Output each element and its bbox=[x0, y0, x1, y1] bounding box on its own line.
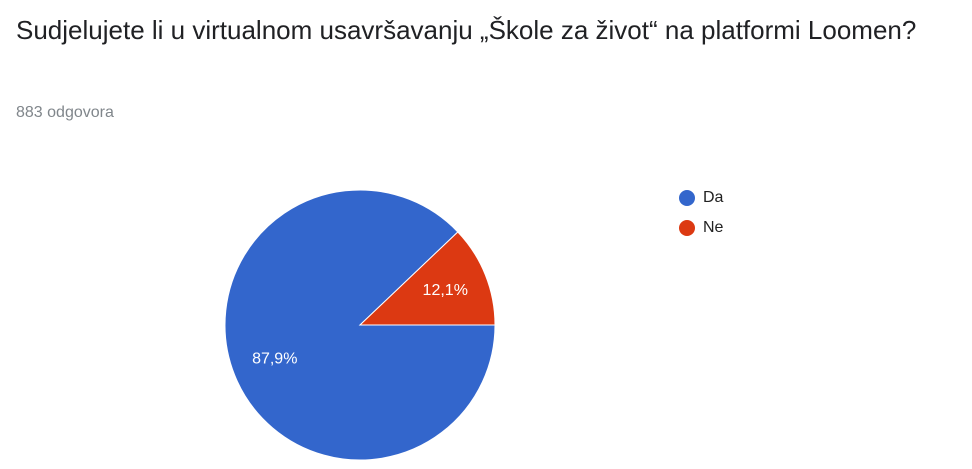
slice-label: 87,9% bbox=[252, 350, 297, 367]
pie-slice bbox=[358, 231, 496, 326]
legend-label: Ne bbox=[703, 219, 724, 236]
slice-label: 12,1% bbox=[423, 282, 468, 299]
question-title: Sudjelujete li u virtualnom usavršavanju… bbox=[16, 15, 917, 45]
legend-label: Da bbox=[703, 189, 724, 206]
legend-marker bbox=[679, 190, 695, 206]
legend-marker bbox=[679, 220, 695, 236]
response-count: 883 odgovora bbox=[16, 104, 114, 121]
